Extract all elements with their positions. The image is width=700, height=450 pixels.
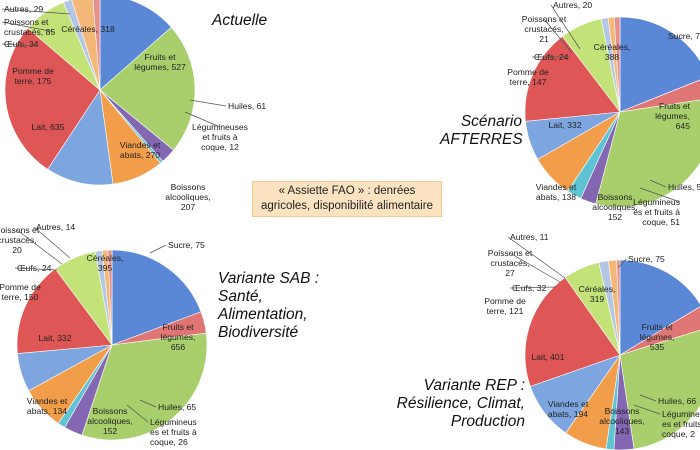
slice-label-autres: Autres, 20: [553, 0, 592, 10]
slice-label-huiles: Huiles, 66: [658, 396, 696, 406]
leader-line-sucre: [149, 244, 167, 254]
slice-label-lait: Lait, 332: [549, 120, 582, 130]
leader-line-poissons: [543, 18, 573, 54]
slice-label-lait: Lait, 332: [39, 333, 72, 343]
leader-line-oeufs: [1, 43, 39, 47]
slice-label-oeufs: Œufs, 24: [17, 263, 52, 273]
slice-label-autres: Autres, 29: [4, 4, 43, 14]
leader-line-poissons: [509, 252, 561, 283]
pie-slice-autres: [613, 16, 621, 113]
slice-label-fruits_legumes: Fruits et légumes, 656: [161, 322, 196, 352]
pie-slice-lait: [524, 277, 621, 387]
slice-label-poissons: Poissons et crustacés, 27: [488, 248, 533, 278]
slice-label-cereales: Céréales, 319: [579, 284, 616, 304]
leader-line-sucre: [617, 258, 627, 269]
leader-line-autres: [33, 226, 71, 259]
slice-label-pomme_de_terre: Pomme de terre, 175: [12, 66, 54, 86]
pie-slice-autres: [616, 259, 621, 356]
title-afterres-text: Scénario AFTERRES: [440, 113, 523, 148]
slice-label-pomme_de_terre: Pomme de terre, 150: [0, 282, 41, 302]
pie-slice-autres: [107, 249, 113, 346]
slice-label-boissons: Boissons alcooliques, 207: [165, 182, 210, 212]
slice-label-viandes: Viandes et abats, 270: [120, 140, 161, 160]
slice-label-boissons: Boissons alcooliques, 143: [599, 406, 644, 436]
pie-slice-oeufs: [63, 0, 101, 91]
pie-slice-sucre: [619, 306, 700, 356]
slice-label-fruits_legumes: Fruits et légumes, 527: [134, 52, 186, 72]
pie-slice-poissons: [71, 0, 101, 91]
leader-line-legumineuses: [633, 404, 661, 415]
slice-label-huiles: Huiles, 65: [158, 402, 196, 412]
leader-line-autres: [507, 236, 566, 279]
leader-line-legumineuses: [184, 111, 221, 128]
slice-label-boissons: Boissons alcooliques, 152: [592, 192, 637, 222]
slice-label-pomme_de_terre: Pomme de terre, 121: [484, 296, 526, 316]
leader-line-legumineuses: [126, 404, 149, 423]
slice-label-sucre: Sucre, 75: [168, 240, 205, 250]
slice-label-oeufs: Œufs, 34: [4, 39, 39, 49]
slice-label-fruits_legumes: Fruits et légumes, 535: [640, 322, 675, 352]
pie-slice-cereales: [99, 0, 172, 91]
slice-label-cereales: Céréales, 318: [61, 24, 115, 34]
title-actuelle: Actuelle: [212, 12, 268, 29]
slice-label-boissons: Boissons alcooliques, 152: [87, 406, 132, 436]
pie-slice-fruits_legumes: [595, 99, 700, 208]
slice-label-viandes: Viandes et abats, 134: [27, 396, 68, 416]
slice-label-lait: Lait, 635: [32, 122, 65, 132]
pie-slice-lait: [16, 268, 113, 354]
pie-slice-cereales: [619, 259, 700, 356]
title-rep: Variante REP : Résilience, Climat, Produ…: [396, 377, 525, 430]
slice-label-lait: Lait, 401: [532, 352, 565, 362]
leader-line-poissons: [16, 229, 63, 265]
leader-line-poissons: [1, 21, 56, 33]
slice-label-autres: Autres, 14: [36, 222, 75, 232]
slice-label-fruits_legumes: Fruits et légumes, 645: [655, 101, 690, 131]
leader-line-autres: [1, 8, 71, 15]
pie-slice-cereales: [111, 249, 202, 346]
title-afterres: Scénario AFTERRES: [440, 113, 523, 149]
pie-slice-lait: [4, 27, 101, 170]
leader-line-huiles: [189, 99, 227, 107]
caption-box: « Assiette FAO » : denrées agricoles, di…: [252, 181, 442, 217]
slice-label-huiles: Huiles, 61: [228, 101, 266, 111]
pie-slice-fruits_legumes: [99, 26, 196, 151]
slice-label-cereales: Céréales, 388: [594, 42, 631, 62]
pie-slice-lait: [524, 35, 621, 122]
slice-label-legumineuses: Légumineus es et fruits à coque, 26: [150, 417, 197, 447]
slice-label-legumineuses: Légumineuses et fruits à coque, 12: [192, 122, 248, 152]
pie-slice-cereales: [619, 16, 700, 113]
pie-actuelle: Céréales, 318 Fruits et légumes, 527 Huiles…: [1, 0, 266, 212]
slice-label-cereales: Céréales, 395: [87, 253, 124, 273]
pie-slice-viandes: [47, 89, 114, 186]
slice-label-sucre: Sucre, 7: [668, 31, 700, 41]
slice-label-autres: Autres, 11: [510, 232, 549, 242]
slice-label-viandes: Viandes et abats, 138: [536, 182, 577, 202]
slice-label-sucre: Sucre, 75: [628, 254, 665, 264]
pie-slice-sucre: [619, 79, 700, 113]
pie-rep: Céréales, 319 Sucre, 75 Fruits et légumes, 53…: [484, 232, 700, 450]
pie-slice-autres: [92, 0, 101, 91]
slice-label-viandes: Viandes et abats, 194: [548, 399, 589, 419]
pie-slice-fruits_legumes: [81, 332, 208, 441]
slice-label-huiles: Huiles, 5: [668, 182, 700, 192]
slice-label-oeufs: Œufs, 32: [512, 283, 547, 293]
leader-line-oeufs: [14, 267, 58, 271]
slice-label-pomme_de_terre: Pomme de terre, 147: [507, 67, 549, 87]
pie-sab: Céréales, 395 Sucre, 75 Fruits et légumes, 65…: [0, 222, 208, 447]
pie-slice-fruits_legumes: [619, 329, 700, 450]
pie-afterres: Céréales, 388 Sucre, 7 Fruits et légumes, 645…: [507, 0, 700, 227]
slice-label-poissons: Poissons et crustacés, 85: [4, 17, 55, 37]
leader-line-oeufs: [509, 286, 557, 289]
slice-label-legumineuses: Légumineus es et fruits à coque, 51: [633, 197, 680, 227]
leader-line-legumineuses: [639, 187, 681, 203]
leader-line-autres: [550, 4, 581, 50]
leader-line-huiles: [639, 394, 657, 402]
leader-line-huiles: [139, 399, 157, 408]
leader-line-huiles: [649, 179, 667, 188]
title-sab: Variante SAB : Santé, Alimentation, Biod…: [218, 270, 320, 341]
